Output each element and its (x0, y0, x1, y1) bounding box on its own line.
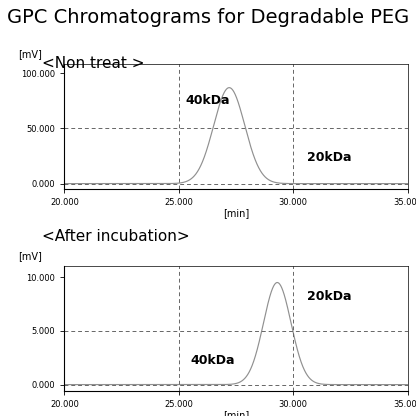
Text: <After incubation>: <After incubation> (42, 229, 189, 244)
X-axis label: [min]: [min] (223, 208, 249, 218)
Text: [mV]: [mV] (18, 50, 42, 59)
Text: 40kDa: 40kDa (186, 94, 230, 107)
Text: <Non treat >: <Non treat > (42, 56, 144, 71)
Text: GPC Chromatograms for Degradable PEG: GPC Chromatograms for Degradable PEG (7, 8, 409, 27)
Text: 20kDa: 20kDa (307, 151, 352, 163)
Text: [mV]: [mV] (18, 251, 42, 261)
Text: 20kDa: 20kDa (307, 290, 352, 303)
X-axis label: [min]: [min] (223, 411, 249, 416)
Text: 40kDa: 40kDa (191, 354, 235, 367)
